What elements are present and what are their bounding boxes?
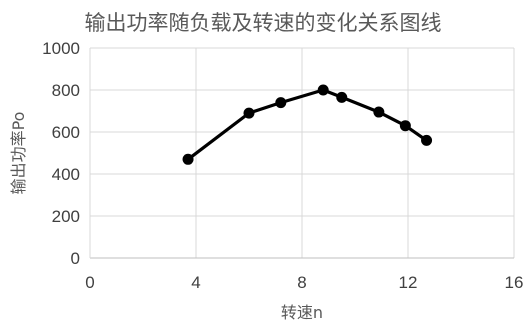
y-tick-label: 200: [52, 207, 80, 226]
x-axis-label: 转速n: [281, 303, 323, 322]
y-tick-label: 800: [52, 81, 80, 100]
x-tick-label: 16: [505, 273, 524, 292]
data-point: [373, 106, 385, 118]
y-tick-label: 1000: [42, 39, 80, 58]
chart-title: 输出功率随负载及转速的变化关系图线: [85, 11, 442, 35]
data-point: [182, 153, 194, 165]
series-layer: [182, 84, 433, 165]
x-tick-label: 4: [191, 273, 200, 292]
axes: [89, 48, 514, 259]
data-point: [275, 97, 287, 109]
data-point: [243, 107, 255, 119]
data-point: [317, 84, 329, 96]
gridlines: [90, 47, 515, 258]
tick-labels: 0 200 400 600 800 1000 0 4 8 12 16: [42, 39, 523, 292]
data-point: [336, 91, 348, 103]
y-tick-label: 0: [71, 249, 80, 268]
y-tick-label: 600: [52, 123, 80, 142]
data-point: [399, 120, 411, 132]
data-point: [421, 134, 433, 146]
series-line: [187, 88, 428, 161]
x-tick-label: 0: [85, 273, 94, 292]
y-axis-label: 输出功率Po: [9, 112, 28, 195]
y-tick-label: 400: [52, 165, 80, 184]
x-tick-label: 12: [399, 273, 418, 292]
x-tick-label: 8: [297, 273, 306, 292]
